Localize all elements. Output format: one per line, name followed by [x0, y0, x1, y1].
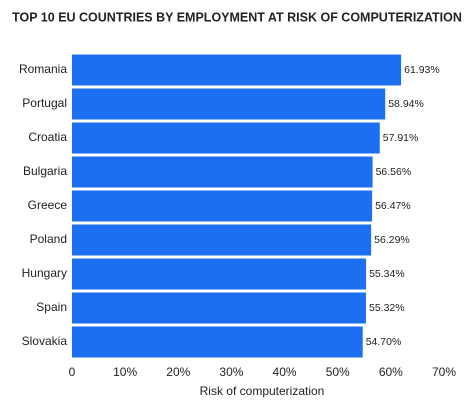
y-tick-label: Croatia	[28, 130, 67, 144]
x-axis-title: Risk of computerization	[200, 384, 325, 398]
value-label-background	[387, 96, 425, 111]
y-tick-label: Poland	[30, 232, 67, 246]
value-label: 55.34%	[369, 268, 405, 280]
value-label-background	[373, 232, 411, 247]
x-tick-label: 60%	[379, 365, 403, 379]
x-tick-label: 70%	[432, 365, 456, 379]
value-label: 54.70%	[366, 336, 402, 348]
bar	[72, 258, 367, 290]
bar	[72, 224, 372, 256]
x-tick-label: 20%	[166, 365, 190, 379]
bar	[72, 54, 402, 86]
value-label: 55.32%	[369, 302, 405, 314]
y-tick-label: Hungary	[22, 266, 67, 280]
value-label-background	[381, 130, 420, 145]
value-label-background	[403, 62, 441, 77]
bar	[72, 88, 386, 120]
x-tick-label: 0	[69, 365, 76, 379]
value-label: 56.47%	[375, 200, 411, 212]
x-tick-label: 40%	[273, 365, 297, 379]
value-label: 61.93%	[404, 64, 440, 76]
value-label-background	[368, 266, 406, 281]
y-tick-label: Bulgaria	[23, 164, 67, 178]
value-label-background	[364, 334, 403, 349]
bar	[72, 156, 373, 188]
value-label: 56.56%	[376, 166, 412, 178]
y-tick-label: Romania	[19, 62, 67, 76]
x-tick-label: 10%	[113, 365, 137, 379]
bar	[72, 190, 373, 222]
y-tick-label: Spain	[36, 300, 67, 314]
bar	[72, 326, 363, 358]
bar	[72, 292, 366, 324]
value-label-background	[374, 198, 412, 213]
value-label: 57.91%	[383, 132, 419, 144]
x-tick-label: 30%	[219, 365, 243, 379]
chart-title: TOP 10 EU COUNTRIES BY EMPLOYMENT AT RIS…	[12, 10, 462, 24]
value-label: 56.29%	[374, 234, 410, 246]
value-label-background	[367, 300, 406, 315]
bar	[72, 122, 380, 154]
value-label: 58.94%	[388, 98, 424, 110]
y-tick-label: Portugal	[22, 96, 67, 110]
y-tick-label: Greece	[28, 198, 68, 212]
value-label-background	[374, 164, 413, 179]
y-tick-label: Slovakia	[22, 334, 68, 348]
x-tick-label: 50%	[326, 365, 350, 379]
